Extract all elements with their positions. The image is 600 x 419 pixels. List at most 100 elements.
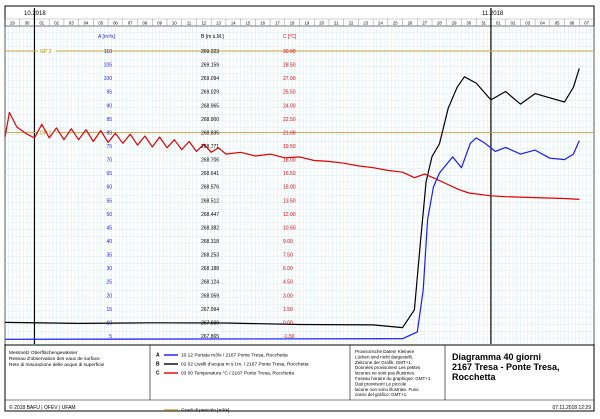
tick-label-A: 15 (106, 307, 112, 313)
series-line-A (4, 137, 580, 340)
tick-label-B: 268.124 (201, 280, 219, 286)
tick-label-B: 268.576 (201, 185, 219, 191)
tick-label-B: 268.188 (201, 266, 219, 272)
tick-label-C: 6.00 (283, 266, 293, 272)
reference-label-bg (38, 128, 56, 136)
tick-label-C: 10.50 (283, 225, 296, 231)
series-line-C (4, 111, 580, 200)
note-line: Zeitzone der Grafik: GMT+1. (355, 360, 412, 365)
tick-label-A: 100 (104, 76, 113, 82)
note-line: lacunes ne sont pas illustrées. (355, 371, 415, 376)
tick-label-C: 1.50 (283, 307, 293, 313)
tick-label-B: 268.771 (201, 144, 219, 150)
day-label: 10 (172, 21, 177, 26)
tick-label-C: 7.50 (283, 253, 293, 259)
tick-label-C: 27.00 (283, 76, 296, 82)
tick-label-B: 268.253 (201, 253, 219, 259)
tick-label-A: 55 (106, 198, 112, 204)
tick-label-A: 45 (106, 225, 112, 231)
day-label: 26 (408, 21, 413, 26)
axes-group: A [m³/s]11010510095908580757065605550454… (98, 34, 297, 340)
tick-label-B: 269.094 (201, 76, 219, 82)
tick-label-C: 4.50 (283, 280, 293, 286)
day-label: 23 (363, 21, 368, 26)
series-line-B (4, 68, 580, 329)
tick-label-A: 110 (104, 49, 112, 55)
tick-label-C: 30.00 (283, 49, 296, 55)
tick-label-C: 22.50 (283, 117, 296, 123)
title-line: 2167 Tresa - Ponte Tresa, (452, 362, 560, 372)
tick-label-C: 0.00 (283, 320, 293, 326)
day-label: 06 (570, 21, 575, 26)
day-label: 30 (467, 21, 472, 26)
agency-line: Messnetz Oberflächengewässer (9, 350, 78, 356)
tick-label-A: 95 (106, 90, 112, 96)
axis-label-C: C [°C] (283, 34, 297, 40)
agency-line: Reseau d'observation des eaux de surface (9, 356, 100, 362)
day-label: 30 (25, 21, 30, 26)
tick-label-B: 268.706 (201, 158, 219, 164)
day-label: 07 (128, 21, 133, 26)
day-label: 03 (525, 21, 530, 26)
day-label: 29 (452, 21, 457, 26)
series-group (4, 68, 580, 340)
tick-label-A: 30 (106, 266, 112, 272)
tick-label-C: 24.00 (283, 103, 296, 109)
tick-label-B: 269.159 (201, 63, 219, 69)
copyright: © 2018 BAFU | OFEV | UFAM (9, 404, 76, 411)
tick-label-A: 20 (106, 293, 112, 299)
timestamp: 07.11.2018 12:29 (552, 405, 591, 411)
header-group: 10.2018 11.2018 (24, 11, 504, 17)
day-label: 18 (290, 21, 295, 26)
tick-label-C: 28.50 (283, 63, 296, 69)
day-label: 20 (319, 21, 324, 26)
tick-label-B: 269.029 (201, 90, 219, 96)
month-right: 11.2018 (482, 11, 504, 17)
day-label: 03 (69, 21, 74, 26)
tick-label-A: 40 (106, 239, 112, 245)
day-label: 01 (496, 21, 501, 26)
tick-label-A: 50 (106, 212, 112, 218)
legend-text: 10 12 Portata m3/s / 2167 Ponte Tresa, R… (181, 353, 288, 359)
reference-lines: GP 3 GP 2 (5, 47, 594, 136)
tick-label-C: 25.50 (283, 90, 296, 96)
day-label: 12 (201, 21, 206, 26)
tick-label-B: 267.930 (201, 320, 219, 326)
day-label: 08 (143, 21, 148, 26)
day-label: 05 (98, 21, 103, 26)
tick-label-B: 268.512 (201, 198, 219, 204)
day-label: 29 (10, 21, 15, 26)
day-label: 02 (511, 21, 516, 26)
tick-label-A: 80 (106, 130, 112, 136)
tick-label-C: -1.50 (283, 334, 295, 340)
legend: A 10 12 Portata m3/s / 2167 Ponte Tresa, … (156, 353, 309, 414)
tick-label-A: 60 (106, 185, 112, 191)
day-label: 02 (54, 21, 59, 26)
tick-label-C: 18.00 (283, 158, 296, 164)
tick-label-A: 90 (106, 103, 112, 109)
legend-text: Gradi di pericolo [m³/s] (181, 408, 229, 414)
note-line: Dati provvisori! Le piccole (355, 381, 407, 386)
tick-label-B: 268.900 (201, 117, 219, 123)
reference-label: GP 2 (40, 130, 52, 136)
day-label: 05 (555, 21, 560, 26)
day-label: 19 (305, 21, 310, 26)
month-left: 10.2018 (24, 11, 46, 17)
title-line: Diagramma 40 giorni (452, 352, 541, 362)
tick-label-A: 85 (106, 117, 112, 123)
day-label: 04 (540, 21, 545, 26)
tick-label-C: 21.00 (283, 130, 296, 136)
tick-label-B: 268.965 (201, 103, 219, 109)
tick-label-B: 268.641 (201, 171, 219, 177)
tick-label-C: 19.50 (283, 144, 296, 150)
day-label: 07 (584, 21, 589, 26)
day-label: 31 (481, 21, 486, 26)
tick-label-C: 13.50 (283, 198, 296, 204)
tick-label-B: 268.447 (201, 212, 219, 218)
day-label: 14 (231, 21, 236, 26)
tick-label-A: 5 (109, 334, 112, 340)
